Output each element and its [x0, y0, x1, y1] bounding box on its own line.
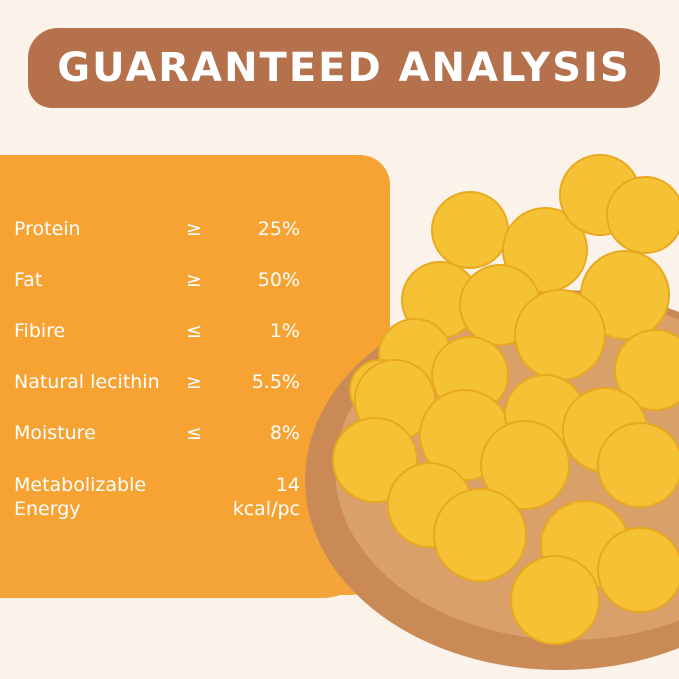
energy-value-line1: 14 [275, 474, 300, 496]
orange-brush-stroke-lower [0, 520, 370, 598]
title-banner: GUARANTEED ANALYSIS [28, 28, 660, 108]
analysis-row-protein: Protein ≥ 25% [14, 218, 300, 269]
nutrient-label: Fibire [14, 320, 66, 342]
operator: ≥ [186, 218, 202, 240]
operator: ≤ [186, 422, 202, 444]
nutrient-label: Natural lecithin [14, 371, 160, 393]
nutrient-value: 5.5% [251, 371, 300, 393]
analysis-row-energy: Metabolizable Energy 14 kcal/pc [14, 473, 300, 524]
energy-label-line1: Metabolizable [14, 474, 147, 496]
nutrient-value: 25% [257, 218, 300, 240]
analysis-row-lecithin: Natural lecithin ≥ 5.5% [14, 371, 300, 422]
nutrient-label: Protein [14, 218, 81, 240]
nutrient-value: 14 kcal/pc [200, 473, 300, 521]
operator: ≥ [186, 269, 202, 291]
operator: ≥ [186, 371, 202, 393]
egg-yolk-balls-bowl-image [305, 154, 679, 670]
energy-label-line2: Energy [14, 498, 81, 520]
nutrient-label: Moisture [14, 422, 96, 444]
nutrient-label: Metabolizable Energy [14, 473, 200, 521]
page-title: GUARANTEED ANALYSIS [57, 45, 631, 91]
nutrient-value: 8% [269, 422, 300, 444]
analysis-row-fat: Fat ≥ 50% [14, 269, 300, 320]
analysis-table: Protein ≥ 25% Fat ≥ 50% Fibire ≤ 1% Natu… [14, 218, 300, 524]
nutrient-value: 1% [269, 320, 300, 342]
nutrient-value: 50% [257, 269, 300, 291]
analysis-row-fibre: Fibire ≤ 1% [14, 320, 300, 371]
nutrient-label: Fat [14, 269, 43, 291]
energy-value-line2: kcal/pc [232, 498, 300, 520]
analysis-row-moisture: Moisture ≤ 8% [14, 422, 300, 473]
operator: ≤ [186, 320, 202, 342]
